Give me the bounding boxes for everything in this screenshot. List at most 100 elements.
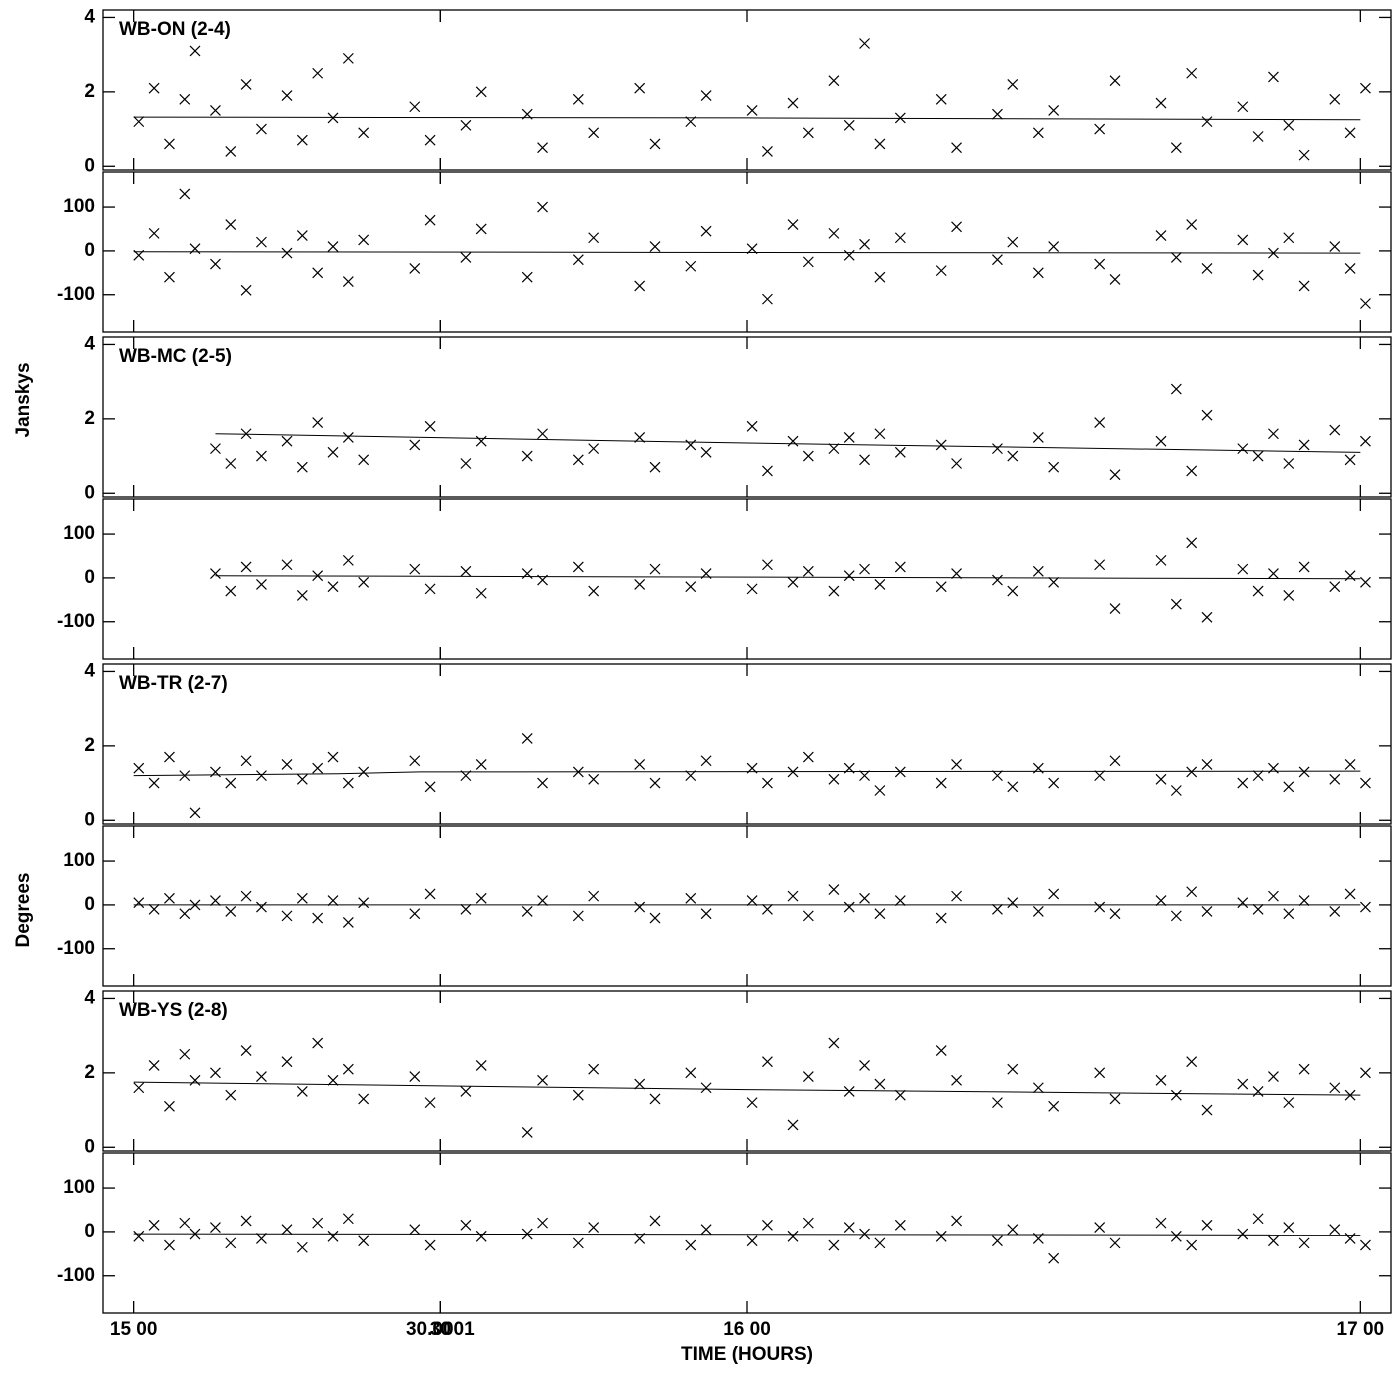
data-point [894,561,906,573]
data-point [685,1239,697,1251]
data-point [327,1074,339,1086]
data-point [409,439,421,451]
data-point [296,590,308,601]
data-point [1298,561,1310,573]
data-point [148,777,160,789]
data-point [935,777,947,789]
data-point [685,439,697,451]
data-point [327,241,339,252]
data-point [843,1086,855,1097]
data-point [537,1217,548,1229]
data-point [1329,773,1341,785]
data-point [1283,590,1295,601]
data-point [256,236,267,248]
data-point [1268,1235,1279,1247]
data-point [935,93,947,105]
data-point [634,901,646,913]
data-point [296,892,308,904]
data-point [1283,1222,1295,1233]
data-point [256,123,267,135]
data-point [358,576,370,588]
data-point [1298,895,1310,906]
data-point [537,895,548,906]
data-point [148,903,160,915]
data-point [894,446,906,458]
data-point [164,1100,175,1112]
data-point [164,138,175,150]
data-point [746,583,758,595]
data-point [210,1067,221,1079]
data-point [951,142,962,154]
data-point [1283,1097,1295,1109]
x-tick-label: 30.0001 [406,1319,475,1340]
data-point [802,565,814,577]
data-point [521,732,533,744]
y-tick-label: 0 [84,1221,95,1242]
panel-frame [102,663,1392,825]
data-point [1170,1089,1182,1101]
data-point [1032,906,1044,917]
data-point [843,901,855,913]
data-point [685,581,697,593]
panel-frame [102,1152,1392,1314]
data-point [1007,897,1019,909]
data-point [935,439,947,451]
data-point [312,417,324,429]
data-point [1170,252,1182,263]
data-point [1032,267,1044,279]
data-point [1298,439,1310,451]
data-point [874,908,886,920]
data-point [475,435,487,447]
data-point [1155,230,1167,241]
data-point [460,1219,472,1231]
data-point [649,138,661,150]
data-point [1252,269,1264,281]
y-tick-label: -100 [57,938,95,959]
data-point [312,67,324,79]
data-point [281,247,293,259]
data-point [951,759,962,770]
data-point [1344,454,1356,466]
data-point [1344,888,1356,900]
data-point [225,458,237,469]
data-point [133,116,145,128]
data-point [475,892,487,904]
data-point [1298,1237,1310,1249]
data-point [1007,781,1019,793]
data-point [210,443,221,455]
data-point [240,1045,252,1056]
data-point [787,576,799,588]
data-point [992,574,1003,586]
data-point [240,890,252,902]
data-point [358,127,370,139]
data-point [1109,469,1121,481]
data-point [327,581,339,593]
data-point [1007,1063,1019,1075]
data-point [189,45,201,57]
data-point [951,568,962,579]
data-point [256,579,267,590]
data-point [342,1063,354,1075]
data-point [992,108,1003,120]
data-point [327,895,339,906]
y-tick-label: 4 [84,6,95,27]
data-point [281,435,293,447]
data-point [1360,298,1371,309]
data-point [588,1063,600,1075]
data-point [1201,611,1213,623]
data-point [424,1239,436,1251]
data-point [787,435,799,447]
data-point [312,912,324,924]
data-point [537,428,548,440]
data-point [1048,461,1060,473]
data-point [874,428,886,440]
data-point [1186,219,1198,231]
data-point [787,890,799,902]
data-point [992,1235,1003,1247]
data-point [460,252,472,263]
data-point [802,1217,814,1229]
data-point [1344,263,1356,274]
data-point [859,38,870,49]
data-point [572,910,584,922]
data-point [256,770,267,782]
